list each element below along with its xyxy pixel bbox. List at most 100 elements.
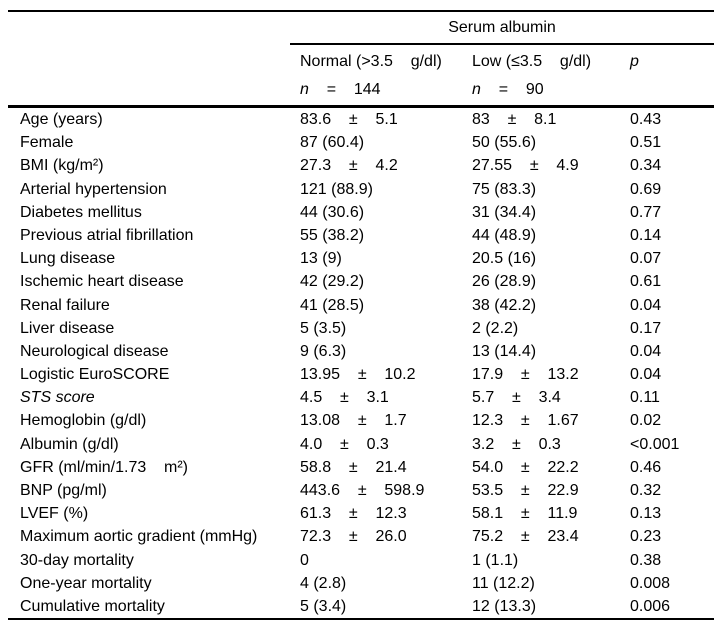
cell-normal: 41 (28.5) bbox=[300, 296, 365, 314]
cell-p: 0.77 bbox=[630, 203, 662, 221]
cell-p: 0.38 bbox=[630, 551, 662, 569]
cell-p: 0.34 bbox=[630, 157, 662, 175]
n-symbol: n bbox=[472, 81, 481, 98]
cell-p: 0.04 bbox=[630, 296, 662, 314]
column-header-low: Low (≤3.5 g/dl) bbox=[472, 53, 592, 70]
cell-p: 0.006 bbox=[630, 597, 671, 615]
cell-low: 75 (83.3) bbox=[472, 180, 537, 198]
cell-low: 12.3 ± 1.67 bbox=[472, 412, 579, 430]
column-header-empty bbox=[8, 48, 300, 76]
cell-normal: 87 (60.4) bbox=[300, 134, 365, 152]
sample-size-normal: n = 144 bbox=[300, 76, 472, 104]
cell-low: 53.5 ± 22.9 bbox=[472, 482, 579, 499]
cell-p: 0.07 bbox=[630, 250, 662, 268]
table-row: Diabetes mellitus 44 (30.6) 31 (34.4) 0.… bbox=[8, 201, 714, 224]
cell-p: 0.11 bbox=[630, 389, 660, 407]
table-row: Age (years) 83.6 ± 5.1 83 ± 8.1 0.43 bbox=[8, 108, 714, 131]
cell-normal: 4 (2.8) bbox=[300, 574, 347, 592]
group-header-underline bbox=[290, 43, 714, 45]
row-label: Albumin (g/dl) bbox=[20, 435, 119, 453]
column-header-normal: Normal (>3.5 g/dl) bbox=[300, 53, 442, 70]
cell-p: 0.02 bbox=[630, 412, 662, 430]
row-label: Female bbox=[20, 134, 74, 152]
column-header-p: p bbox=[630, 53, 639, 70]
table-row: BMI (kg/m²) 27.3 ± 4.2 27.55 ± 4.9 0.34 bbox=[8, 154, 714, 177]
cell-normal: 83.6 ± 5.1 bbox=[300, 111, 398, 128]
row-label: Hemoglobin (g/dl) bbox=[20, 412, 147, 430]
cell-low: 58.1 ± 11.9 bbox=[472, 505, 578, 523]
cell-low: 3.2 ± 0.3 bbox=[472, 435, 561, 453]
cell-low: 50 (55.6) bbox=[472, 134, 537, 152]
cell-normal: 4.5 ± 3.1 bbox=[300, 389, 389, 407]
table-row: GFR (ml/min/1.73 m²) 58.8 ± 21.4 54.0 ± … bbox=[8, 456, 714, 479]
table-row: Arterial hypertension 121 (88.9) 75 (83.… bbox=[8, 178, 714, 201]
table-row: Hemoglobin (g/dl) 13.08 ± 1.7 12.3 ± 1.6… bbox=[8, 409, 714, 432]
table-row: Lung disease 13 (9) 20.5 (16) 0.07 bbox=[8, 247, 714, 270]
row-label: Diabetes mellitus bbox=[20, 203, 142, 221]
cell-normal: 27.3 ± 4.2 bbox=[300, 157, 398, 175]
row-label: STS score bbox=[20, 389, 95, 407]
group-header-serum-albumin: Serum albumin bbox=[448, 19, 556, 36]
cell-p: 0.14 bbox=[630, 226, 662, 244]
cell-low: 27.55 ± 4.9 bbox=[472, 157, 579, 175]
table-row: BNP (pg/ml) 443.6 ± 598.9 53.5 ± 22.9 0.… bbox=[8, 479, 714, 502]
table-row: LVEF (%) 61.3 ± 12.3 58.1 ± 11.9 0.13 bbox=[8, 502, 714, 525]
table-row: Maximum aortic gradient (mmHg) 72.3 ± 26… bbox=[8, 525, 714, 548]
table-row: Albumin (g/dl) 4.0 ± 0.3 3.2 ± 0.3 <0.00… bbox=[8, 433, 714, 456]
top-rule bbox=[8, 10, 714, 12]
table-row: Neurological disease 9 (6.3) 13 (14.4) 0… bbox=[8, 340, 714, 363]
row-label: Cumulative mortality bbox=[20, 597, 165, 615]
header-body-divider-rule bbox=[8, 105, 714, 108]
cell-low: 2 (2.2) bbox=[472, 319, 519, 337]
cell-normal: 72.3 ± 26.0 bbox=[300, 528, 407, 546]
cell-normal: 61.3 ± 12.3 bbox=[300, 505, 407, 523]
row-label: Lung disease bbox=[20, 250, 116, 268]
row-label: Previous atrial fibrillation bbox=[20, 226, 194, 244]
cell-p: 0.04 bbox=[630, 366, 662, 384]
cell-low: 38 (42.2) bbox=[472, 296, 537, 314]
cell-normal: 55 (38.2) bbox=[300, 226, 365, 244]
cell-p: 0.43 bbox=[630, 111, 662, 128]
cell-normal: 9 (6.3) bbox=[300, 342, 347, 360]
cell-p: <0.001 bbox=[630, 435, 680, 453]
cell-low: 26 (28.9) bbox=[472, 273, 537, 291]
cell-normal: 121 (88.9) bbox=[300, 180, 373, 198]
table-row: STS score 4.5 ± 3.1 5.7 ± 3.4 0.11 bbox=[8, 386, 714, 409]
cell-p: 0.13 bbox=[630, 505, 662, 523]
cell-low: 20.5 (16) bbox=[472, 250, 537, 268]
cell-p: 0.69 bbox=[630, 180, 662, 198]
table-row: Previous atrial fibrillation 55 (38.2) 4… bbox=[8, 224, 714, 247]
sample-size-row: n = 144 n = 90 bbox=[8, 76, 714, 104]
cell-p: 0.32 bbox=[630, 482, 662, 499]
row-label: Neurological disease bbox=[20, 342, 169, 360]
cell-p: 0.008 bbox=[630, 574, 671, 592]
table-row: Renal failure 41 (28.5) 38 (42.2) 0.04 bbox=[8, 294, 714, 317]
table-row: Logistic EuroSCORE 13.95 ± 10.2 17.9 ± 1… bbox=[8, 363, 714, 386]
row-label: 30-day mortality bbox=[20, 551, 134, 569]
n-value-low: = 90 bbox=[480, 81, 544, 98]
cell-low: 54.0 ± 22.2 bbox=[472, 458, 579, 476]
cell-normal: 13 (9) bbox=[300, 250, 342, 268]
cell-normal: 0 bbox=[300, 551, 309, 569]
cell-normal: 5 (3.5) bbox=[300, 319, 347, 337]
cell-low: 5.7 ± 3.4 bbox=[472, 389, 561, 407]
cell-normal: 5 (3.4) bbox=[300, 597, 347, 615]
row-label: GFR (ml/min/1.73 m²) bbox=[20, 458, 189, 476]
cell-normal: 4.0 ± 0.3 bbox=[300, 435, 389, 453]
row-label: Ischemic heart disease bbox=[20, 273, 184, 291]
table-row: Liver disease 5 (3.5) 2 (2.2) 0.17 bbox=[8, 317, 714, 340]
cell-p: 0.04 bbox=[630, 342, 662, 360]
bottom-rule bbox=[8, 618, 714, 620]
row-label: Logistic EuroSCORE bbox=[20, 366, 170, 384]
row-label: Age (years) bbox=[20, 111, 103, 128]
row-label: Maximum aortic gradient (mmHg) bbox=[20, 528, 258, 546]
table-row: 30-day mortality 0 1 (1.1) 0.38 bbox=[8, 549, 714, 572]
cell-low: 12 (13.3) bbox=[472, 597, 537, 615]
cell-low: 1 (1.1) bbox=[472, 551, 519, 569]
cell-low: 11 (12.2) bbox=[472, 574, 535, 592]
cell-low: 13 (14.4) bbox=[472, 342, 537, 360]
cell-low: 17.9 ± 13.2 bbox=[472, 366, 579, 384]
cell-p: 0.17 bbox=[630, 319, 662, 337]
cell-p: 0.46 bbox=[630, 458, 662, 476]
